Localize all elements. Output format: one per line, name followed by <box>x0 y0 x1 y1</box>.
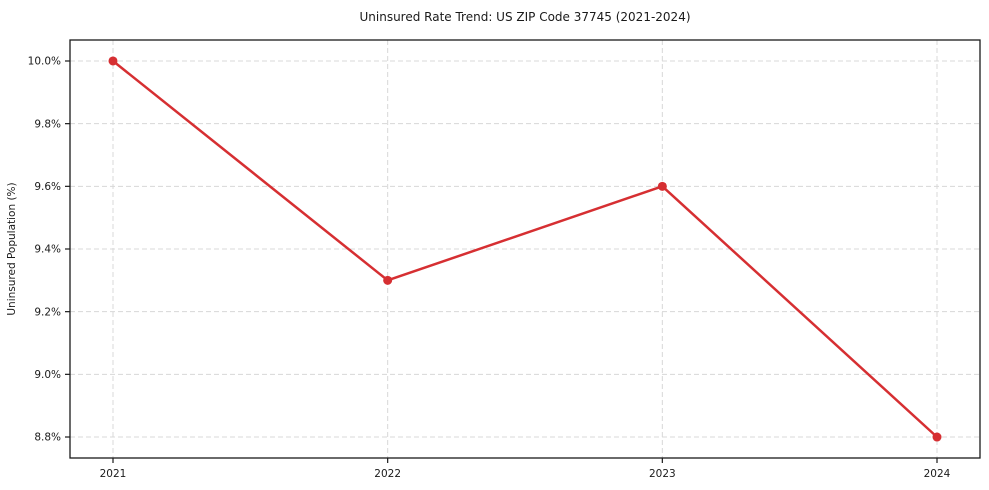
trend-line-series <box>108 56 942 442</box>
y-tick-label: 9.2% <box>34 306 61 318</box>
data-point-2022 <box>383 275 393 285</box>
x-tick-label: 2021 <box>100 468 127 480</box>
data-point-2024 <box>932 432 942 442</box>
y-tick-label: 8.8% <box>34 432 61 444</box>
grid-lines <box>70 40 980 458</box>
x-tick-label: 2023 <box>649 468 676 480</box>
y-tick-label: 9.4% <box>34 244 61 256</box>
y-tick-label: 9.0% <box>34 369 61 381</box>
data-point-2023 <box>657 181 667 191</box>
trend-polyline <box>111 59 939 439</box>
y-tick-label: 9.6% <box>34 181 61 193</box>
data-point-2021 <box>108 56 118 66</box>
y-axis-label: Uninsured Population (%) <box>6 182 18 315</box>
y-tick-label: 10.0% <box>28 56 61 68</box>
chart-title: Uninsured Rate Trend: US ZIP Code 37745 … <box>359 10 690 24</box>
y-tick-label: 9.8% <box>34 118 61 130</box>
axis-ticks: 10.0% 9.8% 9.6% 9.4% 9.2% 9.0% 8.8% 2021 2022 202… <box>28 56 951 480</box>
x-tick-label: 2024 <box>924 468 951 480</box>
x-tick-label: 2022 <box>374 468 401 480</box>
